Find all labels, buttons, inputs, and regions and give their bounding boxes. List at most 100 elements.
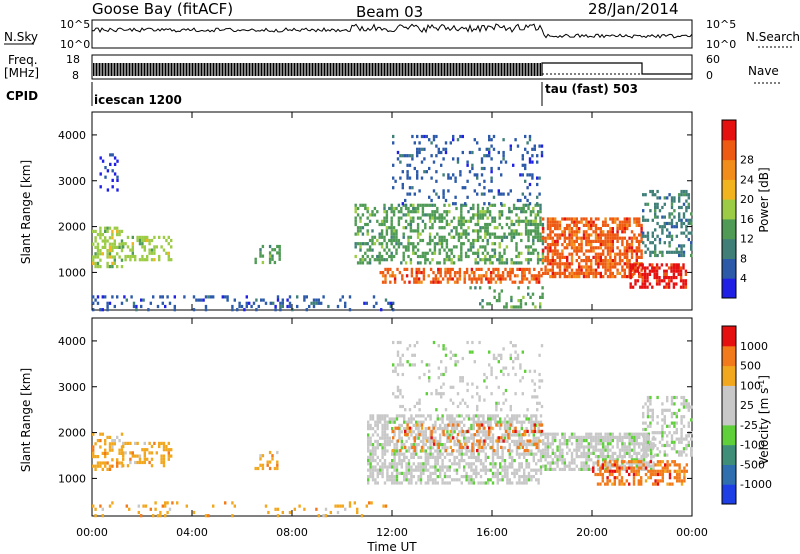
power-cell: [618, 223, 622, 227]
velocity-cell: [408, 408, 412, 412]
velocity-cell: [488, 429, 491, 433]
velocity-cell: [685, 453, 688, 457]
power-cell: [481, 216, 485, 220]
velocity-cell: [594, 442, 598, 446]
velocity-cell: [383, 420, 387, 424]
velocity-cell: [651, 408, 654, 412]
velocity-cell: [293, 507, 296, 511]
velocity-cell: [519, 366, 522, 370]
power-cell: [675, 263, 678, 267]
power-cell: [498, 213, 501, 217]
power-cell: [635, 249, 638, 253]
velocity-cell: [609, 455, 612, 459]
power-cell: [395, 235, 398, 239]
power-cell: [594, 252, 598, 256]
velocity-cell: [561, 458, 564, 462]
velocity-cell: [376, 481, 379, 485]
power-cell: [585, 265, 588, 269]
power-cell: [604, 271, 607, 275]
power-cell: [432, 271, 435, 275]
velocity-cell: [478, 423, 481, 427]
power-cell: [500, 226, 504, 230]
power-cell: [680, 205, 683, 210]
power-cell: [446, 271, 450, 275]
power-cell: [568, 233, 571, 237]
velocity-cell: [487, 481, 490, 485]
power-cell: [587, 255, 590, 259]
velocity-cell: [437, 445, 440, 449]
power-cell: [551, 265, 554, 269]
velocity-cell: [535, 468, 538, 472]
velocity-cell: [495, 439, 498, 443]
velocity-cell: [470, 452, 473, 456]
velocity-cell: [536, 401, 539, 405]
power-cell: [630, 243, 634, 247]
power-cell: [527, 232, 530, 236]
power-cell: [528, 157, 532, 161]
power-cell: [590, 233, 593, 237]
velocity-colorbar-swatch: [722, 464, 736, 485]
velocity-cell: [685, 447, 688, 451]
power-cell: [546, 236, 550, 240]
velocity-cell: [651, 443, 654, 448]
power-cell: [675, 276, 678, 280]
power-cell: [496, 226, 499, 230]
velocity-cell: [491, 471, 495, 475]
power-cell: [575, 230, 578, 234]
power-cell: [431, 203, 434, 207]
velocity-cell: [611, 445, 614, 449]
velocity-cell: [477, 481, 480, 485]
velocity-cell: [670, 447, 674, 451]
velocity-cell: [168, 507, 172, 511]
velocity-cell: [456, 433, 460, 437]
velocity-cell: [523, 439, 526, 443]
velocity-cell: [685, 443, 688, 448]
power-cell: [268, 254, 272, 258]
power-colorbar-tick: 12: [740, 233, 754, 246]
velocity-cell: [601, 472, 604, 477]
velocity-cell: [556, 432, 559, 436]
power-cell: [594, 223, 598, 227]
velocity-cell: [367, 443, 370, 447]
power-cell: [120, 229, 124, 233]
power-cell: [616, 217, 619, 221]
velocity-cell: [371, 433, 375, 437]
power-cell: [444, 271, 447, 275]
velocity-colorbar-label-main: Velocity [m s: [757, 388, 771, 465]
power-cell: [478, 147, 481, 151]
power-cell: [556, 265, 559, 269]
velocity-cell: [456, 423, 460, 427]
power-cell: [493, 242, 497, 246]
velocity-cell: [393, 459, 396, 463]
power-cell: [396, 150, 400, 155]
velocity-cell: [606, 445, 610, 449]
velocity-cell: [396, 372, 400, 377]
velocity-cell: [604, 448, 607, 452]
power-cell: [378, 251, 381, 255]
power-cell: [646, 247, 650, 251]
velocity-cell: [524, 429, 527, 433]
velocity-cell: [479, 414, 483, 418]
power-cell: [231, 304, 234, 309]
power-cell: [412, 242, 415, 246]
power-cell: [392, 213, 396, 217]
power-cell: [460, 245, 463, 249]
velocity-cell: [99, 464, 102, 468]
velocity-cell: [642, 439, 646, 443]
velocity-cell: [546, 467, 550, 471]
velocity-cell: [620, 482, 624, 486]
velocity-cell: [602, 448, 605, 452]
velocity-cell: [626, 435, 629, 439]
velocity-cell: [369, 471, 372, 475]
power-cell: [373, 206, 377, 211]
velocity-cell: [379, 465, 382, 469]
velocity-cell: [448, 459, 451, 463]
velocity-cell: [478, 442, 481, 446]
velocity-cell: [666, 460, 669, 464]
velocity-cell: [680, 431, 683, 435]
velocity-cell: [501, 478, 504, 482]
velocity-cell: [443, 427, 447, 431]
velocity-cell: [491, 462, 495, 466]
power-cell: [380, 229, 384, 233]
power-cell: [399, 154, 402, 158]
